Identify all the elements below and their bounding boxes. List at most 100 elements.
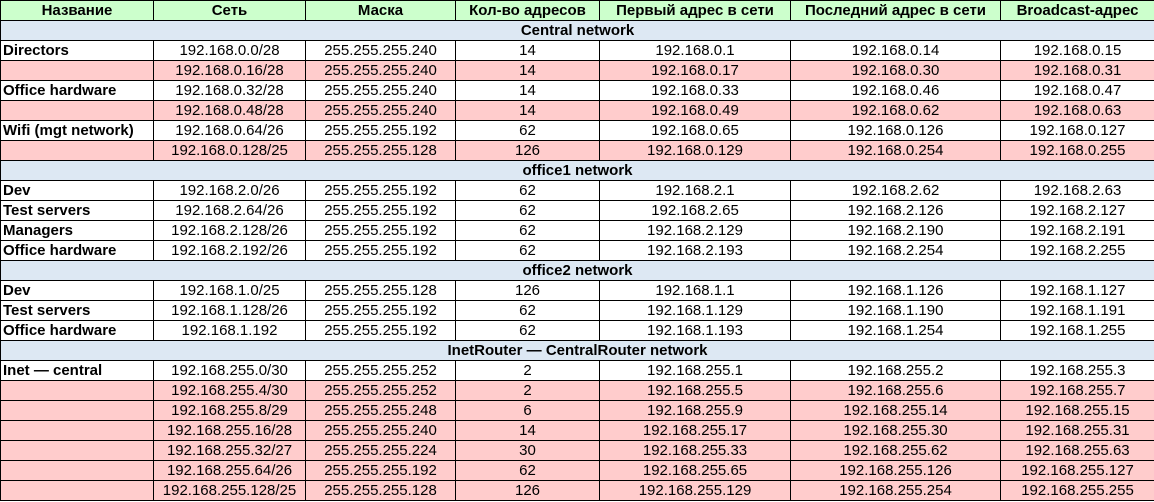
- table-body: Central network Directors 192.168.0.0/28 25…: [0, 20, 1154, 501]
- cell-broadcast: 192.168.255.15: [1000, 400, 1154, 421]
- cell-mask: 255.255.255.252: [305, 360, 456, 381]
- cell-last-address: 192.168.255.126: [790, 460, 1001, 481]
- cell-first-address: 192.168.2.193: [599, 240, 791, 261]
- cell-address-count: 14: [455, 420, 600, 441]
- cell-mask: 255.255.255.128: [305, 140, 456, 161]
- cell-last-address: 192.168.2.190: [790, 220, 1001, 241]
- cell-first-address: 192.168.1.129: [599, 300, 791, 321]
- cell-address-count: 62: [455, 300, 600, 321]
- col-header-mask: Маска: [305, 0, 456, 21]
- section-row: office1 network: [0, 160, 1154, 181]
- cell-mask: 255.255.255.128: [305, 480, 456, 501]
- cell-address-count: 2: [455, 380, 600, 401]
- cell-network: 192.168.255.128/25: [153, 480, 306, 501]
- cell-last-address: 192.168.0.254: [790, 140, 1001, 161]
- section-row: InetRouter — CentralRouter network: [0, 340, 1154, 361]
- cell-network: 192.168.0.0/28: [153, 40, 306, 61]
- cell-name: [0, 480, 154, 501]
- cell-mask: 255.255.255.192: [305, 320, 456, 341]
- cell-address-count: 6: [455, 400, 600, 421]
- col-header-network: Сеть: [153, 0, 306, 21]
- cell-name: Inet — central: [0, 360, 154, 381]
- cell-last-address: 192.168.0.62: [790, 100, 1001, 121]
- cell-address-count: 2: [455, 360, 600, 381]
- cell-network: 192.168.1.0/25: [153, 280, 306, 301]
- cell-mask: 255.255.255.128: [305, 280, 456, 301]
- cell-mask: 255.255.255.240: [305, 40, 456, 61]
- cell-last-address: 192.168.255.30: [790, 420, 1001, 441]
- cell-network: 192.168.255.64/26: [153, 460, 306, 481]
- cell-mask: 255.255.255.192: [305, 220, 456, 241]
- cell-broadcast: 192.168.255.63: [1000, 440, 1154, 461]
- cell-broadcast: 192.168.0.15: [1000, 40, 1154, 61]
- col-header-broadcast: Broadcast-адрес: [1000, 0, 1154, 21]
- col-header-last-address: Последний адрес в сети: [790, 0, 1001, 21]
- cell-first-address: 192.168.255.17: [599, 420, 791, 441]
- cell-first-address: 192.168.0.1: [599, 40, 791, 61]
- table-row: 192.168.0.48/28 255.255.255.240 14 192.168.…: [0, 100, 1154, 121]
- section-title: Central network: [0, 20, 1154, 41]
- cell-mask: 255.255.255.192: [305, 180, 456, 201]
- cell-last-address: 192.168.1.254: [790, 320, 1001, 341]
- cell-first-address: 192.168.1.193: [599, 320, 791, 341]
- table-row: Office hardware 192.168.2.192/26 255.255.2…: [0, 240, 1154, 261]
- cell-first-address: 192.168.255.5: [599, 380, 791, 401]
- cell-name: [0, 60, 154, 81]
- table-row: Managers 192.168.2.128/26 255.255.255.192 6…: [0, 220, 1154, 241]
- cell-broadcast: 192.168.2.191: [1000, 220, 1154, 241]
- cell-broadcast: 192.168.0.127: [1000, 120, 1154, 141]
- cell-mask: 255.255.255.240: [305, 80, 456, 101]
- cell-last-address: 192.168.0.30: [790, 60, 1001, 81]
- cell-network: 192.168.255.32/27: [153, 440, 306, 461]
- cell-last-address: 192.168.2.254: [790, 240, 1001, 261]
- table-row: 192.168.255.32/27 255.255.255.224 30 192.16…: [0, 440, 1154, 461]
- cell-name: Directors: [0, 40, 154, 61]
- table-row: Dev 192.168.1.0/25 255.255.255.128 126 192.1…: [0, 280, 1154, 301]
- cell-broadcast: 192.168.1.191: [1000, 300, 1154, 321]
- cell-network: 192.168.2.64/26: [153, 200, 306, 221]
- cell-mask: 255.255.255.224: [305, 440, 456, 461]
- cell-last-address: 192.168.0.126: [790, 120, 1001, 141]
- cell-address-count: 62: [455, 180, 600, 201]
- cell-address-count: 30: [455, 440, 600, 461]
- cell-name: Managers: [0, 220, 154, 241]
- cell-address-count: 14: [455, 100, 600, 121]
- cell-name: [0, 400, 154, 421]
- cell-mask: 255.255.255.192: [305, 120, 456, 141]
- cell-broadcast: 192.168.2.127: [1000, 200, 1154, 221]
- col-header-first-address: Первый адрес в сети: [599, 0, 791, 21]
- cell-mask: 255.255.255.240: [305, 420, 456, 441]
- cell-network: 192.168.255.4/30: [153, 380, 306, 401]
- cell-name: [0, 440, 154, 461]
- table-row: 192.168.255.8/29 255.255.255.248 6 192.168.…: [0, 400, 1154, 421]
- table-row: 192.168.255.64/26 255.255.255.192 62 192.16…: [0, 460, 1154, 481]
- cell-address-count: 126: [455, 480, 600, 501]
- cell-name: [0, 380, 154, 401]
- cell-mask: 255.255.255.192: [305, 240, 456, 261]
- section-row: office2 network: [0, 260, 1154, 281]
- cell-last-address: 192.168.255.254: [790, 480, 1001, 501]
- section-title: office1 network: [0, 160, 1154, 181]
- cell-broadcast: 192.168.2.63: [1000, 180, 1154, 201]
- cell-first-address: 192.168.255.33: [599, 440, 791, 461]
- cell-broadcast: 192.168.255.255: [1000, 480, 1154, 501]
- cell-first-address: 192.168.2.65: [599, 200, 791, 221]
- col-header-name: Название: [0, 0, 154, 21]
- cell-address-count: 62: [455, 120, 600, 141]
- cell-name: Test servers: [0, 200, 154, 221]
- cell-mask: 255.255.255.248: [305, 400, 456, 421]
- header-row: Название Сеть Маска Кол-во адресов Первы…: [0, 0, 1154, 21]
- cell-address-count: 62: [455, 200, 600, 221]
- table-row: Dev 192.168.2.0/26 255.255.255.192 62 192.16…: [0, 180, 1154, 201]
- cell-broadcast: 192.168.0.47: [1000, 80, 1154, 101]
- cell-broadcast: 192.168.255.31: [1000, 420, 1154, 441]
- cell-network: 192.168.2.192/26: [153, 240, 306, 261]
- section-title: office2 network: [0, 260, 1154, 281]
- table-row: Test servers 192.168.2.64/26 255.255.255.1…: [0, 200, 1154, 221]
- table-row: Wifi (mgt network) 192.168.0.64/26 255.255…: [0, 120, 1154, 141]
- cell-address-count: 14: [455, 60, 600, 81]
- cell-name: Office hardware: [0, 240, 154, 261]
- cell-network: 192.168.1.128/26: [153, 300, 306, 321]
- section-title: InetRouter — CentralRouter network: [0, 340, 1154, 361]
- cell-name: Office hardware: [0, 80, 154, 101]
